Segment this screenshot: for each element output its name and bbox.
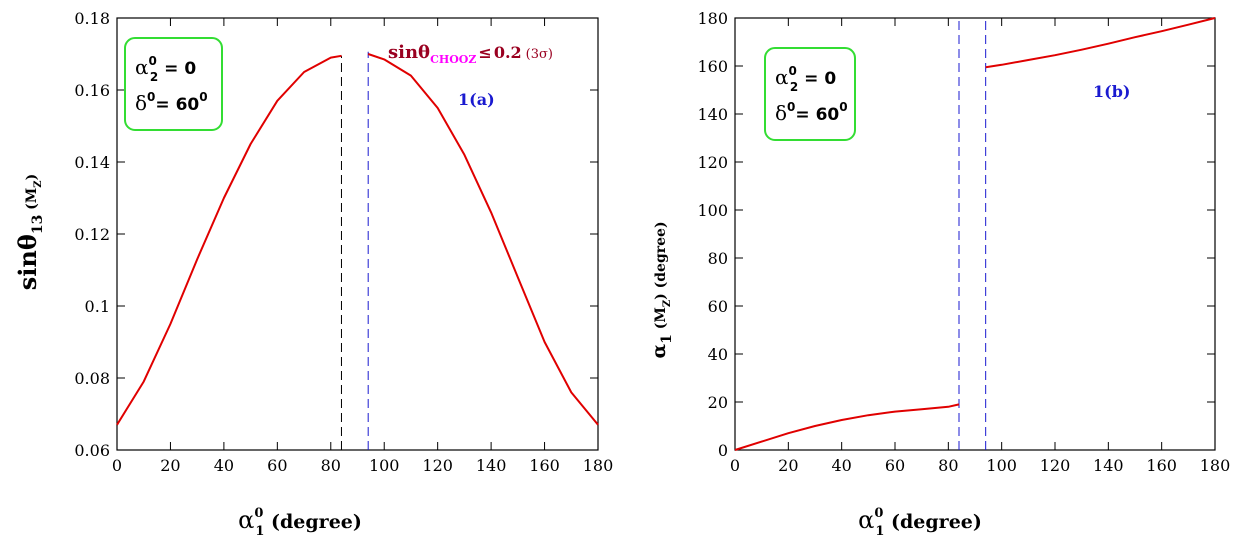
- x-tick-label: 80: [321, 456, 341, 475]
- box-rest-sup: 0: [199, 90, 207, 104]
- y-sub: 1: [659, 334, 675, 344]
- plot-frame: [734, 17, 1216, 451]
- x-tick-label: 40: [214, 456, 234, 475]
- y-tick-label: 180: [697, 9, 728, 28]
- y-tick-label: 40: [708, 345, 728, 364]
- x-tick-label: 40: [831, 456, 851, 475]
- x-unit: (degree): [264, 511, 361, 533]
- panel-label: 1(a): [458, 90, 495, 109]
- chooz-rel: ≤: [478, 43, 491, 62]
- delta-symbol: δ: [135, 91, 147, 115]
- series-line: [985, 17, 1216, 69]
- box-alpha2-text: α0 2 = 0: [135, 54, 196, 84]
- y-arg-sub: Z: [33, 180, 44, 187]
- box-alpha2-text: α0 2 = 0: [775, 64, 836, 94]
- y-tick-label: 140: [697, 105, 728, 124]
- box-sup: 0: [147, 90, 155, 104]
- alpha-symbol: α: [135, 55, 149, 79]
- chooz-sub: CHOOZ: [430, 53, 476, 66]
- x-tick-label: 0: [112, 456, 122, 475]
- x-axis-label: α0 1 (degree): [858, 506, 982, 539]
- y-main: sinθ: [13, 234, 42, 290]
- x-tick-label: 180: [1200, 456, 1231, 475]
- chooz-val: 0.2: [494, 43, 522, 62]
- x-tick-label: 20: [160, 456, 180, 475]
- x-tick-label: 160: [1146, 456, 1177, 475]
- x-tick-label: 180: [583, 456, 614, 475]
- x-sup: 0: [254, 506, 263, 521]
- x-tick-label: 140: [1093, 456, 1124, 475]
- y-sub: 13: [30, 215, 46, 234]
- y-axis-label: α1 (MZ) (degree): [648, 221, 675, 358]
- x-axis-label: α0 1 (degree): [238, 506, 362, 539]
- x-symbol: α: [858, 506, 874, 534]
- box-sub: 2: [150, 70, 158, 84]
- y-tick-label: 0.12: [74, 225, 110, 244]
- parameter-box: [124, 37, 223, 131]
- x-tick-label: 140: [476, 456, 507, 475]
- y-tick-label: 100: [697, 201, 728, 220]
- chooz-sin: sinθ: [388, 42, 430, 63]
- box-delta-text: δ0= 600: [775, 100, 848, 125]
- y-arg-close: ) (degree): [653, 221, 669, 299]
- x-tick-label: 100: [369, 456, 400, 475]
- box-sub: 2: [790, 80, 798, 94]
- y-axis-label: sinθ13 (MZ): [13, 174, 46, 291]
- y-tick-label: 0.08: [74, 369, 110, 388]
- series-line: [367, 53, 599, 426]
- y-arg: (M: [24, 188, 40, 215]
- x-sub: 1: [255, 524, 264, 539]
- y-arg: (M: [653, 307, 669, 334]
- x-tick-label: 0: [730, 456, 740, 475]
- x-sub: 1: [875, 524, 884, 539]
- box-sup: 0: [787, 100, 795, 114]
- y-tick-label: 160: [697, 57, 728, 76]
- x-tick-label: 160: [529, 456, 560, 475]
- y-tick-label: 120: [697, 153, 728, 172]
- y-tick-label: 60: [708, 297, 728, 316]
- y-tick-label: 20: [708, 393, 728, 412]
- x-tick-label: 60: [267, 456, 287, 475]
- x-unit: (degree): [884, 511, 981, 533]
- x-tick-label: 100: [986, 456, 1017, 475]
- x-tick-label: 60: [885, 456, 905, 475]
- chooz-sigma: (3σ): [526, 47, 553, 62]
- delta-symbol: δ: [775, 101, 787, 125]
- box-delta-text: δ0= 600: [135, 90, 208, 115]
- series-line: [116, 54, 342, 426]
- y-arg-close: ): [24, 174, 40, 181]
- x-tick-label: 80: [938, 456, 958, 475]
- x-sup: 0: [874, 506, 883, 521]
- x-symbol: α: [238, 506, 254, 534]
- chart-panel-a: 0 20 40 60 80 100 120 140 160 1800.060.080.10.120…: [13, 9, 613, 539]
- box-rest: = 60: [155, 95, 199, 115]
- chooz-bound-annotation: sinθCHOOZ ≤0.2 (3σ): [388, 42, 553, 66]
- alpha-symbol: α: [775, 65, 789, 89]
- box-rest: = 0: [158, 59, 196, 79]
- x-tick-label: 120: [1040, 456, 1071, 475]
- parameter-box: [764, 47, 856, 141]
- y-tick-label: 0: [718, 441, 728, 460]
- y-tick-label: 80: [708, 249, 728, 268]
- x-tick-label: 120: [422, 456, 453, 475]
- y-tick-label: 0.18: [74, 9, 110, 28]
- chart-panel-b: 0 20 40 60 80 100 120 140 160 1800204060801001201…: [648, 9, 1230, 539]
- box-sup: 0: [789, 64, 797, 78]
- y-tick-label: 0.16: [74, 81, 110, 100]
- panel-label: 1(b): [1093, 82, 1130, 101]
- x-tick-label: 20: [778, 456, 798, 475]
- box-rest: = 0: [798, 69, 836, 89]
- series-line: [734, 403, 960, 451]
- box-rest-sup: 0: [839, 100, 847, 114]
- y-main: α: [648, 344, 670, 359]
- box-rest: = 60: [795, 105, 839, 125]
- box-sup: 0: [149, 54, 157, 68]
- y-tick-label: 0.1: [85, 297, 110, 316]
- y-tick-label: 0.14: [74, 153, 110, 172]
- y-arg-sub: Z: [662, 300, 673, 307]
- y-tick-label: 0.06: [74, 441, 110, 460]
